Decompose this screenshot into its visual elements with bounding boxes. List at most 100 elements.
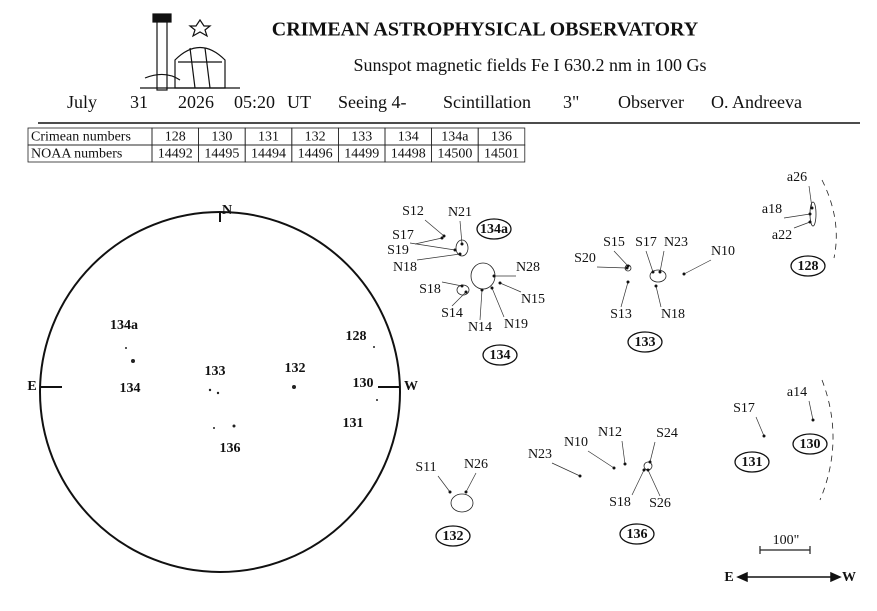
scale-label: 100" [773,533,800,548]
spot [480,288,484,292]
table: Crimean numbers 128 130 131 132 133 134 134a 136… [27,127,526,163]
disk-label: 133 [205,364,226,379]
spot-label: S17 [635,235,657,250]
spot [442,234,446,238]
east: E [27,379,36,394]
scintillation-label: Scintillation [443,92,531,112]
table-text: 14492 [158,147,193,162]
inset [819,379,834,501]
pointer [409,242,456,251]
spot-label: N23 [528,447,552,462]
spot [810,206,814,210]
solar-disk [39,211,401,573]
table-text: 130 [211,130,232,145]
spot-label: N14 [468,320,492,335]
spot [762,434,766,438]
pointer [620,281,629,308]
table-text: 128 [165,130,186,145]
pointer [783,213,811,219]
table-text: 134 [398,130,419,145]
table-text: 14498 [391,147,426,162]
spot-label: S19 [387,243,409,258]
pointer [631,469,645,496]
pointer [499,282,522,293]
pointer [808,185,813,209]
table-text: 131 [258,130,279,145]
scale-bar [759,546,811,554]
pointer [587,450,615,469]
scintillation: 3" [563,92,579,112]
spot-label: S12 [402,204,424,219]
inset [809,179,837,259]
pointer [808,400,814,421]
spot-label: S17 [733,401,755,416]
spot-label: a14 [787,385,807,400]
disk-label: 130 [353,376,374,391]
region-label: 136 [627,527,648,542]
pointer [424,219,445,237]
inset [450,493,474,513]
north: N [222,203,232,218]
spot-label: S24 [656,426,678,441]
table-text: 134a [441,130,469,145]
spot [453,248,457,252]
spot [440,236,444,240]
inset [624,264,667,283]
observer: O. Andreeva [711,92,802,112]
spot-label: N12 [598,425,622,440]
pointer [655,285,662,308]
region-label: 131 [742,455,763,470]
month: July [67,92,97,112]
spot-label: N15 [521,292,545,307]
spot [623,462,627,466]
spot-label: N18 [661,307,685,322]
spot [464,290,468,294]
spot [490,286,494,290]
spot-contour [470,262,496,290]
spot-contour [450,493,474,513]
region-oval [619,523,655,545]
spot-contour [821,179,837,259]
region-label: 134a [480,222,508,237]
spot [460,242,464,246]
west: W [404,379,418,394]
pointer [793,221,811,229]
time: 05:20 [234,92,275,112]
spot-contour [649,269,667,283]
observer-label: Observer [618,92,684,112]
spot-label: S13 [610,307,632,322]
region-oval [790,255,826,277]
table-text: 14495 [204,147,239,162]
spot-label: N18 [393,260,417,275]
spot [460,284,464,288]
pointer [649,441,656,463]
region-oval [435,525,471,547]
ut: UT [287,92,311,112]
pointer [437,475,451,493]
title: CRIMEAN ASTROPHYSICAL OBSERVATORY [272,19,699,41]
spot [492,274,496,278]
pointer [645,250,654,273]
spot [625,266,629,270]
subtitle: Sunspot magnetic fields Fe I 630.2 nm in… [354,55,707,75]
spot-label: N19 [504,317,528,332]
spot [658,270,662,274]
pointer [647,469,661,497]
spot [682,272,686,276]
table-text: Crimean numbers [31,130,131,145]
seeing: Seeing 4- [338,92,406,112]
spot [464,490,468,494]
region-label: 133 [635,335,656,350]
spot-label: a22 [772,228,792,243]
region-label: 130 [800,437,821,452]
pointer [596,266,628,269]
spot-label: S26 [649,496,671,511]
spot [458,252,462,256]
spot [626,280,630,284]
pointer [683,259,712,275]
pointer [613,250,629,267]
logo [140,13,240,91]
spot-label: N10 [711,244,735,259]
